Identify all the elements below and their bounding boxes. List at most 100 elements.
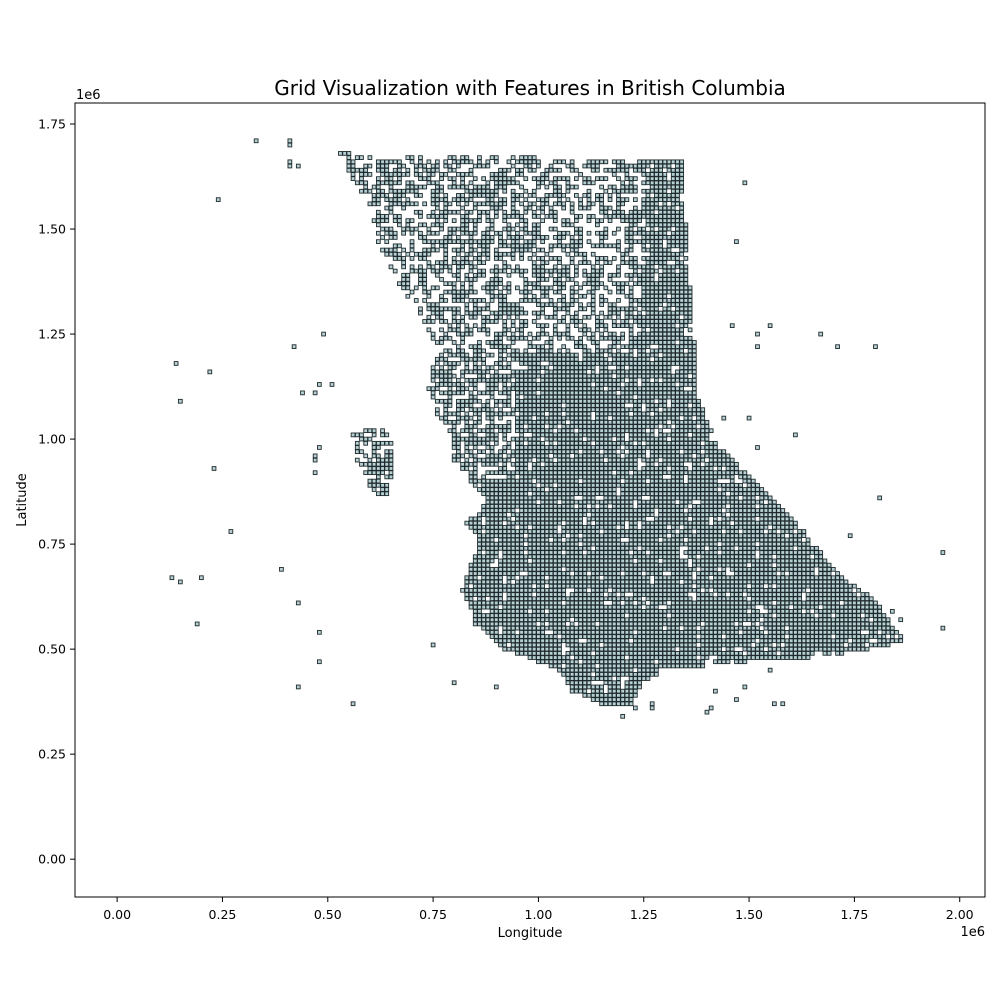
grid-cell: [645, 663, 651, 669]
grid-cell: [472, 163, 478, 169]
grid-cell: [375, 214, 381, 219]
grid-cell: [460, 403, 465, 408]
grid-cell: [574, 533, 579, 539]
grid-cell: [489, 277, 495, 282]
grid-cell: [472, 445, 478, 450]
grid-cell: [493, 600, 499, 606]
grid-cell: [595, 382, 600, 387]
grid-cell: [536, 214, 541, 219]
grid-cell: [649, 613, 655, 618]
grid-cell: [540, 394, 545, 400]
grid-cell: [561, 205, 567, 211]
grid-cell: [557, 298, 562, 303]
grid-cell: [443, 298, 449, 303]
grid-cell: [586, 684, 592, 690]
grid-cell: [569, 533, 575, 539]
grid-cell: [464, 201, 470, 207]
grid-cell: [624, 394, 630, 400]
grid-cell: [620, 285, 626, 291]
grid-cell: [472, 600, 478, 606]
grid-cell: [641, 226, 647, 232]
grid-cell: [645, 634, 651, 639]
grid-cell: [586, 541, 592, 547]
grid-cell: [552, 373, 558, 379]
grid-cell: [515, 495, 520, 501]
grid-cell: [498, 306, 503, 312]
grid-cell: [477, 272, 482, 278]
grid-cell: [498, 449, 503, 455]
grid-cell: [557, 587, 562, 593]
grid-cell: [628, 432, 634, 438]
grid-cell: [544, 302, 550, 307]
grid-cell: [531, 562, 537, 568]
grid-cell: [468, 516, 474, 522]
grid-cell: [502, 218, 508, 223]
grid-cell: [540, 239, 545, 244]
grid-cell: [658, 592, 663, 597]
grid-cell: [641, 394, 647, 400]
grid-cell: [540, 277, 545, 282]
grid-cell: [519, 298, 524, 303]
grid-cell: [502, 634, 508, 639]
grid-cell: [645, 659, 651, 665]
grid-cell: [502, 251, 508, 257]
grid-cell: [616, 558, 621, 564]
grid-cell: [624, 197, 630, 202]
grid-cell: [561, 634, 567, 639]
grid-cell: [519, 377, 524, 383]
grid-cell: [481, 272, 487, 278]
grid-cell: [628, 520, 634, 526]
grid-cell: [641, 613, 647, 618]
grid-cell: [460, 298, 465, 303]
grid-cell: [397, 256, 402, 261]
grid-cell: [531, 239, 537, 244]
grid-cell: [451, 319, 457, 324]
grid-cell: [595, 516, 600, 522]
grid-cell: [498, 541, 503, 547]
grid-cell: [498, 642, 503, 648]
grid-cell: [565, 243, 571, 249]
grid-cell: [493, 436, 499, 442]
grid-cell: [595, 327, 600, 333]
grid-cells: [169, 138, 946, 719]
grid-cell: [649, 583, 655, 589]
grid-cell: [565, 545, 571, 551]
grid-cell: [392, 235, 398, 240]
grid-cell: [561, 298, 567, 303]
grid-cell: [375, 163, 381, 169]
grid-cell: [574, 487, 579, 492]
grid-cell: [536, 411, 541, 417]
grid-cell: [502, 646, 508, 652]
grid-cell: [603, 390, 609, 396]
grid-cell: [620, 474, 626, 480]
grid-cell: [506, 634, 512, 639]
grid-cell: [536, 352, 541, 358]
grid-cell: [523, 319, 529, 324]
grid-cell: [485, 478, 491, 484]
grid-cell: [451, 293, 457, 299]
grid-cell: [574, 226, 579, 232]
grid-cell: [607, 495, 613, 501]
grid-cell: [375, 209, 381, 215]
grid-cell: [498, 298, 503, 303]
grid-cell: [624, 684, 630, 690]
grid-cell: [443, 205, 449, 211]
grid-cell: [607, 554, 613, 560]
grid-cell: [654, 655, 659, 660]
grid-cell: [658, 583, 663, 589]
grid-cell: [637, 302, 642, 307]
grid-cell: [616, 667, 621, 673]
grid-cell: [658, 285, 663, 291]
grid-cell: [658, 608, 663, 614]
grid-cell: [586, 453, 592, 459]
grid-cell: [498, 352, 503, 358]
grid-cell: [460, 289, 465, 295]
grid-cell: [536, 365, 541, 371]
grid-cell: [582, 415, 588, 421]
grid-cell: [654, 352, 659, 358]
grid-cell: [611, 688, 617, 694]
grid-cell: [519, 398, 524, 404]
grid-cell: [620, 508, 626, 513]
grid-cell: [367, 201, 373, 207]
grid-cell: [620, 419, 626, 425]
